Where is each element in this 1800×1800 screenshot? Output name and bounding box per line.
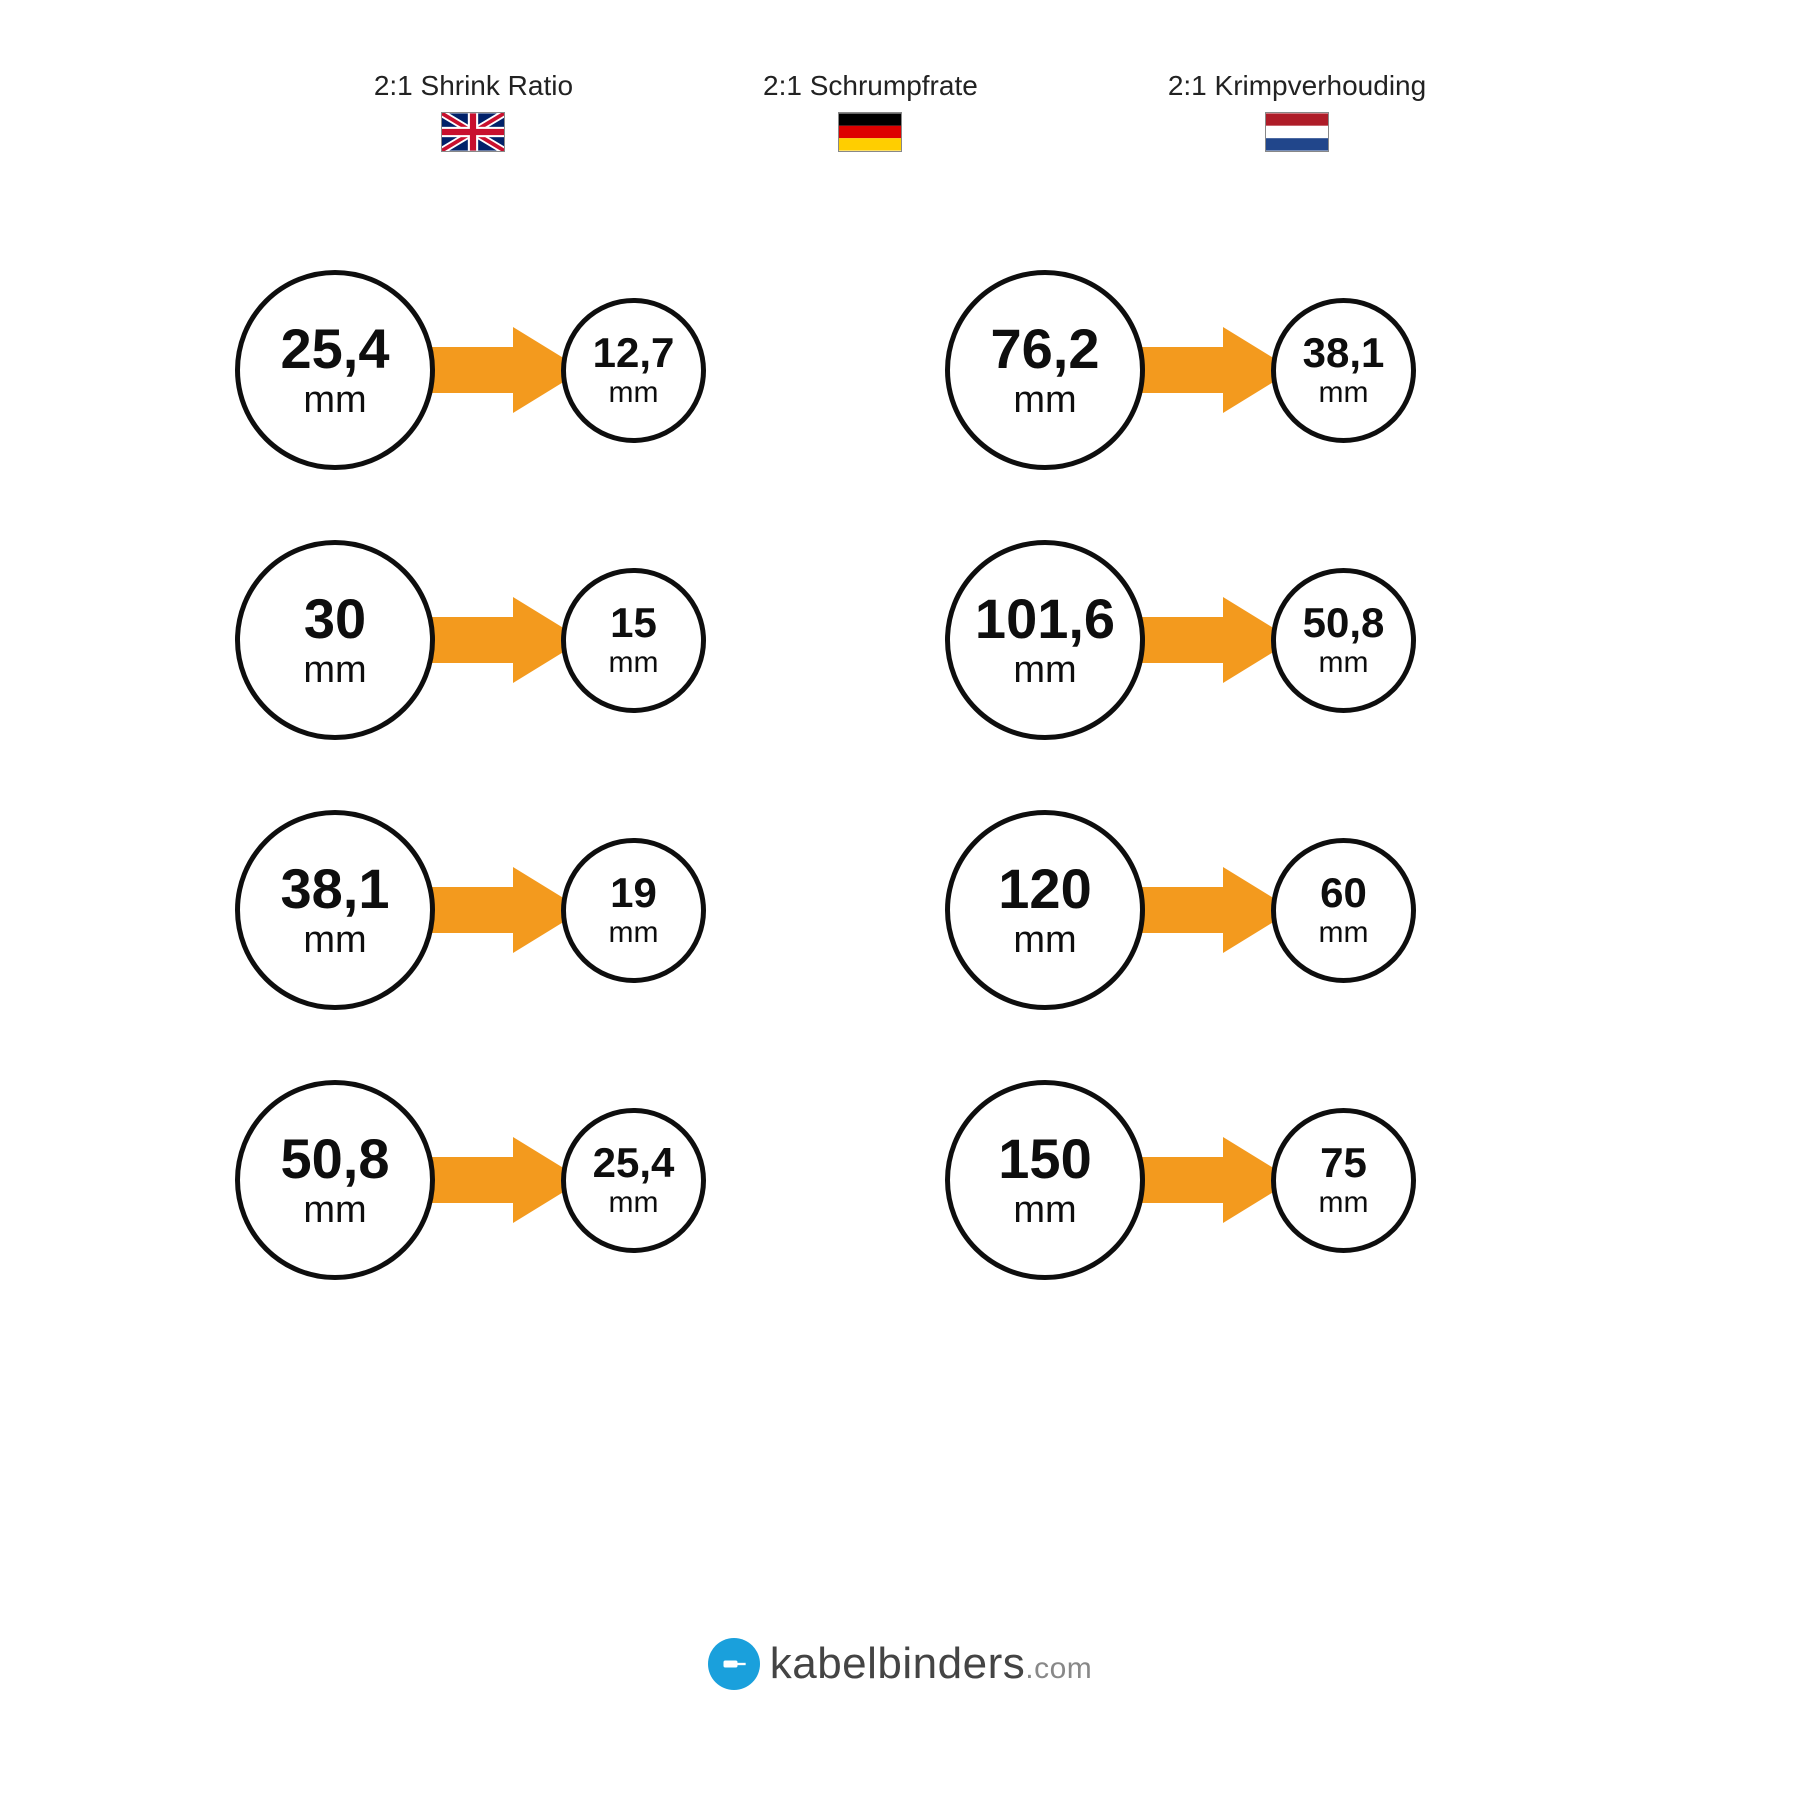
shrink-pair: 38,1 mm 19 mm xyxy=(235,810,855,1010)
before-value: 76,2 xyxy=(991,321,1100,377)
before-value: 25,4 xyxy=(281,321,390,377)
before-circle: 120 mm xyxy=(945,810,1145,1010)
lang-de: 2:1 Schrumpfrate xyxy=(763,70,978,152)
after-value: 19 xyxy=(610,872,657,914)
lang-de-label: 2:1 Schrumpfrate xyxy=(763,70,978,102)
after-value: 15 xyxy=(610,602,657,644)
before-value: 101,6 xyxy=(975,591,1115,647)
after-unit: mm xyxy=(1319,648,1369,678)
brand-text: kabelbinders.com xyxy=(770,1639,1093,1689)
before-circle: 50,8 mm xyxy=(235,1080,435,1280)
after-circle: 50,8 mm xyxy=(1271,568,1416,713)
shrink-pair: 120 mm 60 mm xyxy=(945,810,1565,1010)
shrink-pairs-grid: 25,4mm12,7mm76,2mm38,1mm30mm15mm101,6mm5… xyxy=(235,270,1565,1280)
after-unit: mm xyxy=(609,648,659,678)
after-value: 12,7 xyxy=(593,332,675,374)
before-circle: 25,4 mm xyxy=(235,270,435,470)
after-unit: mm xyxy=(609,378,659,408)
before-unit: mm xyxy=(1013,921,1076,959)
before-value: 38,1 xyxy=(281,861,390,917)
before-circle: 30 mm xyxy=(235,540,435,740)
after-value: 75 xyxy=(1320,1142,1367,1184)
shrink-arrow-icon xyxy=(1123,1137,1293,1223)
brand-mark-icon xyxy=(708,1638,760,1690)
after-value: 38,1 xyxy=(1303,332,1385,374)
after-circle: 19 mm xyxy=(561,838,706,983)
before-unit: mm xyxy=(303,921,366,959)
after-unit: mm xyxy=(609,1188,659,1218)
flag-uk-icon xyxy=(441,112,505,152)
shrink-arrow-icon xyxy=(413,1137,583,1223)
shrink-arrow-icon xyxy=(1123,327,1293,413)
before-unit: mm xyxy=(303,651,366,689)
before-unit: mm xyxy=(303,381,366,419)
after-unit: mm xyxy=(1319,1188,1369,1218)
shrink-pair: 150 mm 75 mm xyxy=(945,1080,1565,1280)
shrink-pair: 76,2 mm 38,1 mm xyxy=(945,270,1565,470)
lang-nl-label: 2:1 Krimpverhouding xyxy=(1168,70,1426,102)
shrink-arrow-icon xyxy=(413,867,583,953)
lang-en-label: 2:1 Shrink Ratio xyxy=(374,70,573,102)
after-circle: 15 mm xyxy=(561,568,706,713)
shrink-pair: 50,8 mm 25,4 mm xyxy=(235,1080,855,1280)
before-unit: mm xyxy=(303,1191,366,1229)
after-unit: mm xyxy=(609,918,659,948)
before-unit: mm xyxy=(1013,381,1076,419)
after-circle: 12,7 mm xyxy=(561,298,706,443)
before-unit: mm xyxy=(1013,1191,1076,1229)
shrink-arrow-icon xyxy=(1123,867,1293,953)
flag-de-icon xyxy=(838,112,902,152)
before-value: 50,8 xyxy=(281,1131,390,1187)
before-value: 120 xyxy=(998,861,1091,917)
shrink-arrow-icon xyxy=(413,597,583,683)
before-circle: 101,6 mm xyxy=(945,540,1145,740)
shrink-pair: 30 mm 15 mm xyxy=(235,540,855,740)
before-unit: mm xyxy=(1013,651,1076,689)
shrink-pair: 25,4 mm 12,7 mm xyxy=(235,270,855,470)
after-value: 60 xyxy=(1320,872,1367,914)
after-circle: 38,1 mm xyxy=(1271,298,1416,443)
shrink-arrow-icon xyxy=(1123,597,1293,683)
flag-nl-icon xyxy=(1265,112,1329,152)
after-circle: 60 mm xyxy=(1271,838,1416,983)
before-value: 150 xyxy=(998,1131,1091,1187)
lang-en: 2:1 Shrink Ratio xyxy=(374,70,573,152)
after-circle: 75 mm xyxy=(1271,1108,1416,1253)
footer-logo: kabelbinders.com xyxy=(0,1638,1800,1690)
brand-tld: .com xyxy=(1025,1652,1092,1685)
shrink-pair: 101,6 mm 50,8 mm xyxy=(945,540,1565,740)
shrink-arrow-icon xyxy=(413,327,583,413)
before-circle: 76,2 mm xyxy=(945,270,1145,470)
before-circle: 38,1 mm xyxy=(235,810,435,1010)
lang-nl: 2:1 Krimpverhouding xyxy=(1168,70,1426,152)
before-value: 30 xyxy=(304,591,366,647)
after-circle: 25,4 mm xyxy=(561,1108,706,1253)
after-value: 50,8 xyxy=(1303,602,1385,644)
after-unit: mm xyxy=(1319,918,1369,948)
before-circle: 150 mm xyxy=(945,1080,1145,1280)
after-value: 25,4 xyxy=(593,1142,675,1184)
after-unit: mm xyxy=(1319,378,1369,408)
brand-name: kabelbinders xyxy=(770,1639,1026,1688)
header-languages: 2:1 Shrink Ratio 2:1 Schrumpfrate 2:1 Kr… xyxy=(0,70,1800,152)
